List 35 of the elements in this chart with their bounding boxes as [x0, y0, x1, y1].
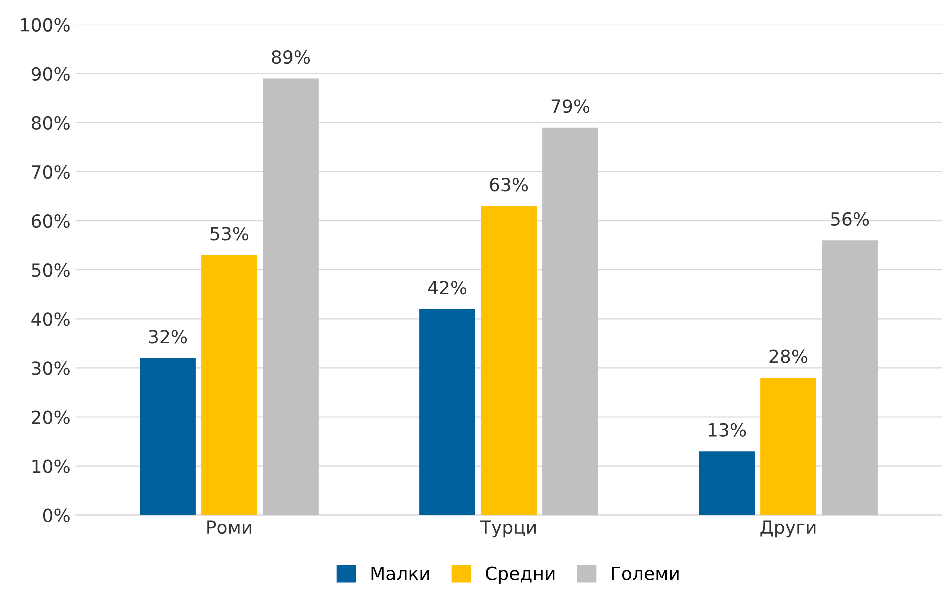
- y-tick-label: 40%: [32, 312, 70, 326]
- data-label: 28%: [770, 350, 808, 364]
- bar: [760, 378, 816, 516]
- bar: [420, 309, 476, 516]
- data-label: 89%: [272, 50, 310, 64]
- data-label: 53%: [210, 227, 249, 241]
- y-tick-label: 60%: [32, 214, 70, 228]
- data-label: 56%: [831, 212, 870, 226]
- bar: [263, 78, 319, 516]
- y-tick-label: 90%: [32, 67, 70, 81]
- y-tick-label: 30%: [32, 362, 70, 376]
- y-tick-label: 80%: [32, 116, 70, 130]
- y-tick-label: 100%: [21, 18, 70, 32]
- data-label: 79%: [552, 100, 590, 114]
- x-tick-label: Други: [760, 520, 816, 538]
- bar: [699, 452, 755, 516]
- bar: [202, 255, 258, 516]
- legend-label: Малки: [372, 567, 430, 580]
- bar: [481, 206, 537, 516]
- legend-label: Големи: [612, 567, 679, 580]
- x-tick-label: Турци: [480, 520, 536, 538]
- data-label: 32%: [149, 330, 188, 344]
- y-tick-label: 70%: [32, 165, 70, 180]
- data-label: 63%: [490, 178, 528, 192]
- bar: [542, 128, 598, 516]
- y-tick-label: 10%: [32, 460, 70, 474]
- y-tick-label: 50%: [32, 264, 70, 278]
- data-label: 42%: [428, 281, 467, 295]
- y-tick-label: 20%: [32, 410, 70, 424]
- legend-label: Средни: [486, 566, 555, 584]
- bar: [822, 240, 878, 516]
- x-tick-label: Роми: [208, 520, 252, 534]
- y-tick-label: 0%: [43, 508, 70, 522]
- data-label: 13%: [708, 423, 746, 437]
- bar: [140, 358, 196, 516]
